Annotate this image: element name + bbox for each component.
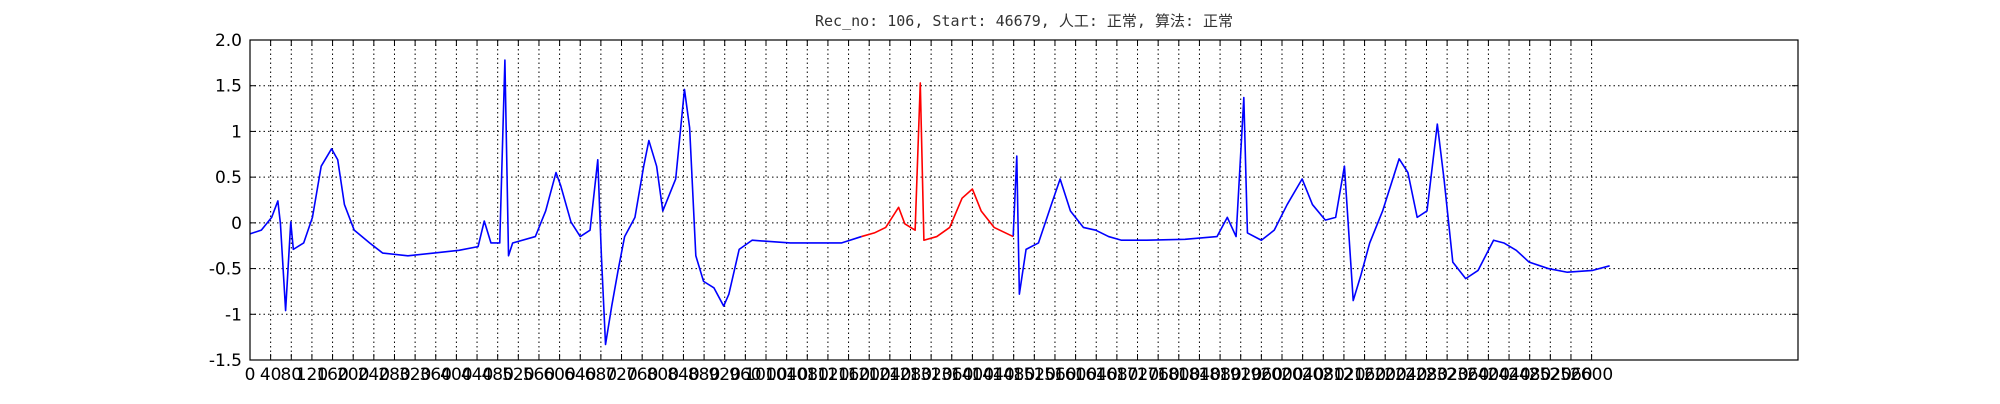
x-tick-label: 800 [647,365,679,385]
x-tick-label: 920 [708,365,740,385]
plot-frame [249,39,1799,361]
y-tick-label: -1 [225,305,242,325]
x-tick-label: 2560 [1549,365,1592,385]
x-tick-label: 680 [585,365,617,385]
x-tick-label: 880 [688,365,720,385]
x-tick-label: 760 [626,365,658,385]
x-tick-label: 640 [564,365,596,385]
x-tick-label: 2120 [1322,365,1365,385]
x-tick-label: 2000 [1260,365,1303,385]
x-tick-label: 1560 [1033,365,1076,385]
x-tick-label: 1600 [1054,365,1097,385]
x-tick-label: 840 [667,365,699,385]
y-tick-label: 1.5 [215,77,242,97]
x-tick-label: 2400 [1467,365,1510,385]
x-tick-label: 2160 [1343,365,1386,385]
x-tick-label: 1360 [930,365,973,385]
x-tick-label: 1880 [1198,365,1241,385]
x-tick-label: 2520 [1529,365,1572,385]
x-tick-label: 2200 [1364,365,1407,385]
y-tick-label: 1 [231,122,242,142]
x-tick-label: 2600 [1570,365,1613,385]
x-tick-label: 40 [260,365,282,385]
x-tick-label: 1640 [1075,365,1118,385]
x-tick-label: 960 [729,365,761,385]
x-tick-label: 720 [605,365,637,385]
x-tick-label: 600 [543,365,575,385]
x-tick-label: 2280 [1405,365,1448,385]
x-tick-label: 1200 [848,365,891,385]
x-tick-label: 0 [245,365,256,385]
x-tick-label: 1040 [765,365,808,385]
x-tick-label: 1720 [1116,365,1159,385]
x-tick-label: 1480 [992,365,1035,385]
x-tick-label: 1400 [951,365,994,385]
x-tick-label: 400 [440,365,472,385]
x-tick-label: 2480 [1508,365,1551,385]
y-tick-label: -1.5 [209,351,242,371]
x-tick-label: 1840 [1178,365,1221,385]
chart-title: Rec_no: 106, Start: 46679, 人工: 正常, 算法: 正… [815,12,1233,30]
x-tick-label: 2040 [1281,365,1324,385]
x-tick-label: 1440 [971,365,1014,385]
y-tick-label: 2.0 [215,31,242,51]
x-tick-label: 2240 [1384,365,1427,385]
x-tick-label: 1320 [909,365,952,385]
y-tick-label: -0.5 [209,260,242,280]
x-tick-label: 160 [316,365,348,385]
x-tick-label: 280 [378,365,410,385]
x-tick-label: 1800 [1157,365,1200,385]
x-tick-label: 320 [399,365,431,385]
x-tick-label: 1680 [1095,365,1138,385]
x-tick-label: 1760 [1137,365,1180,385]
data-line [249,59,1610,346]
x-tick-label: 480 [481,365,513,385]
data-line [861,82,1014,242]
y-tick-label: 0.5 [215,168,242,188]
x-tick-label: 120 [296,365,328,385]
x-tick-label: 240 [358,365,390,385]
x-tick-label: 1240 [868,365,911,385]
x-tick-label: 1120 [806,365,849,385]
x-tick-label: 1280 [889,365,932,385]
x-tick-label: 2080 [1302,365,1345,385]
x-tick-label: 1520 [1013,365,1056,385]
x-tick-label: 360 [420,365,452,385]
x-tick-label: 1000 [744,365,787,385]
x-tick-label: 1080 [786,365,829,385]
x-tick-label: 2440 [1487,365,1530,385]
x-tick-label: 440 [461,365,493,385]
x-tick-label: 1960 [1240,365,1283,385]
x-tick-label: 1160 [827,365,870,385]
x-tick-label: 520 [502,365,534,385]
x-tick-label: 2320 [1425,365,1468,385]
x-tick-label: 1920 [1219,365,1262,385]
x-tick-label: 2360 [1446,365,1489,385]
x-tick-label: 80 [280,365,302,385]
y-tick-label: 0 [231,214,242,234]
x-tick-label: 200 [337,365,369,385]
x-tick-label: 560 [523,365,555,385]
